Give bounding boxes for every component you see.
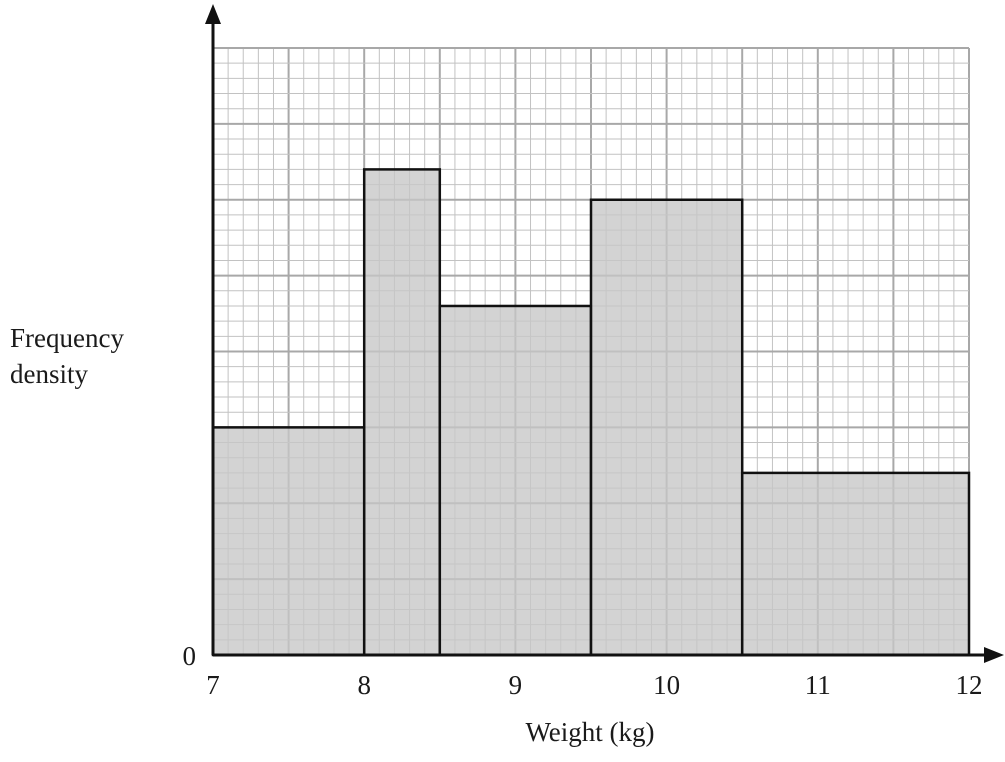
x-tick-label: 7 [206,670,220,700]
y-axis-label-line-2: density [10,359,88,389]
histogram-bar [438,304,593,657]
x-tick-label: 11 [805,670,831,700]
x-tick-label: 10 [653,670,680,700]
x-tick-labels: 7 8 9 10 11 12 [206,670,982,700]
x-axis-label: Weight (kg) [525,717,654,747]
histogram-bar [362,168,442,657]
histogram-bar [740,471,971,657]
x-tick-label: 8 [357,670,371,700]
origin-label: 0 [183,641,197,671]
histogram-bars [211,168,971,657]
histogram-bar [589,198,744,657]
y-axis-arrowhead [205,4,221,24]
y-axis-label-line-1: Frequency [10,323,124,353]
x-tick-label: 12 [956,670,983,700]
x-tick-label: 9 [509,670,523,700]
axes [205,4,1004,663]
histogram-bar [211,426,366,657]
x-axis-arrowhead [984,647,1004,663]
